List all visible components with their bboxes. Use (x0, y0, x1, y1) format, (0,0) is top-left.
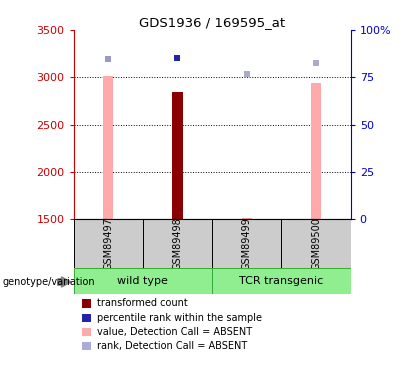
Bar (212, 219, 281, 268)
Bar (172, 93, 183, 219)
Bar (143, 219, 212, 268)
Text: genotype/variation: genotype/variation (2, 277, 95, 287)
Bar (103, 76, 113, 219)
Bar (74, 219, 143, 268)
Text: wild type: wild type (117, 276, 168, 286)
Text: TCR transgenic: TCR transgenic (239, 276, 323, 286)
Text: percentile rank within the sample: percentile rank within the sample (97, 313, 262, 322)
Text: GSM89499: GSM89499 (242, 217, 252, 270)
Title: GDS1936 / 169595_at: GDS1936 / 169595_at (139, 16, 285, 29)
Bar (311, 83, 321, 219)
Text: rank, Detection Call = ABSENT: rank, Detection Call = ABSENT (97, 341, 247, 351)
Bar (74, 268, 212, 294)
Bar (212, 268, 351, 294)
Text: GSM89497: GSM89497 (103, 217, 113, 270)
FancyArrow shape (58, 277, 71, 287)
Bar (281, 219, 351, 268)
Text: GSM89500: GSM89500 (311, 217, 321, 270)
Text: GSM89498: GSM89498 (173, 217, 182, 270)
Text: transformed count: transformed count (97, 298, 187, 308)
Text: value, Detection Call = ABSENT: value, Detection Call = ABSENT (97, 327, 252, 337)
Bar (241, 218, 252, 219)
